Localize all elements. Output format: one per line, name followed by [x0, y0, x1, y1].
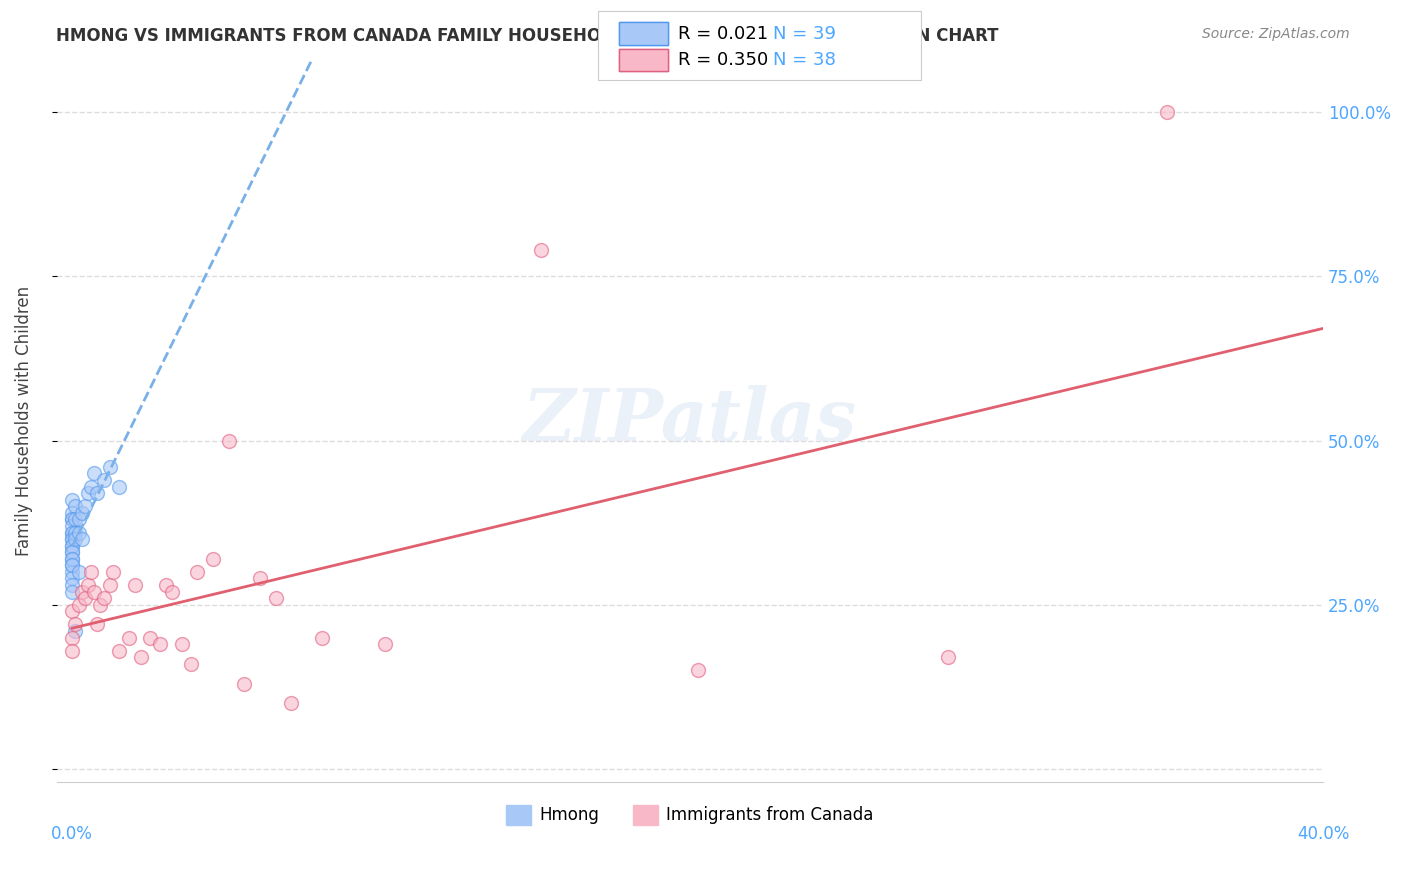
Point — [60, 519, 83, 533]
Point — [60, 551, 83, 566]
Point — [80, 565, 103, 579]
Point — [67, 525, 90, 540]
Point — [60, 604, 83, 618]
Point — [67, 565, 90, 579]
Point — [89, 598, 111, 612]
Point — [67, 512, 90, 526]
Point — [60, 525, 83, 540]
Point — [139, 631, 162, 645]
Point — [77, 486, 100, 500]
Point — [60, 532, 83, 546]
Point — [60, 565, 83, 579]
Point — [93, 473, 115, 487]
Point — [117, 631, 139, 645]
Point — [60, 532, 83, 546]
Point — [60, 558, 83, 573]
Point — [101, 565, 124, 579]
Point — [374, 637, 396, 651]
Point — [180, 657, 202, 671]
Point — [65, 624, 87, 638]
Point — [162, 584, 184, 599]
Point — [186, 565, 208, 579]
Text: HMONG VS IMMIGRANTS FROM CANADA FAMILY HOUSEHOLDS WITH CHILDREN CORRELATION CHAR: HMONG VS IMMIGRANTS FROM CANADA FAMILY H… — [56, 27, 998, 45]
Point — [83, 584, 105, 599]
Point — [98, 459, 121, 474]
Point — [65, 617, 87, 632]
Point — [170, 637, 193, 651]
Text: 0.0%: 0.0% — [51, 825, 93, 844]
Point — [249, 572, 271, 586]
Text: N = 38: N = 38 — [773, 51, 837, 69]
Point — [60, 525, 83, 540]
Point — [60, 545, 83, 559]
Legend: Hmong, Immigrants from Canada: Hmong, Immigrants from Canada — [499, 798, 880, 831]
Point — [60, 539, 83, 553]
Point — [280, 696, 302, 710]
Point — [311, 631, 333, 645]
Point — [149, 637, 172, 651]
Point — [60, 512, 83, 526]
Point — [73, 500, 96, 514]
Point — [60, 558, 83, 573]
Point — [60, 512, 83, 526]
Point — [155, 578, 177, 592]
Point — [60, 584, 83, 599]
Point — [80, 479, 103, 493]
Point — [83, 467, 105, 481]
Point — [1156, 105, 1178, 120]
Point — [65, 532, 87, 546]
Y-axis label: Family Households with Children: Family Households with Children — [15, 285, 32, 556]
Point — [67, 598, 90, 612]
Point — [86, 617, 108, 632]
Point — [98, 578, 121, 592]
Text: 40.0%: 40.0% — [1296, 825, 1350, 844]
Point — [65, 512, 87, 526]
Point — [108, 479, 131, 493]
Point — [60, 545, 83, 559]
Point — [60, 539, 83, 553]
Point — [65, 500, 87, 514]
Point — [60, 644, 83, 658]
Text: R = 0.021: R = 0.021 — [678, 25, 768, 44]
Point — [60, 578, 83, 592]
Point — [70, 584, 93, 599]
Text: R = 0.350: R = 0.350 — [678, 51, 768, 69]
Text: ZIPatlas: ZIPatlas — [523, 385, 856, 457]
Point — [686, 664, 709, 678]
Point — [233, 676, 256, 690]
Point — [60, 572, 83, 586]
Point — [60, 492, 83, 507]
Point — [77, 578, 100, 592]
Point — [60, 551, 83, 566]
Point — [60, 506, 83, 520]
Point — [530, 243, 553, 257]
Point — [65, 525, 87, 540]
Point — [73, 591, 96, 606]
Point — [60, 631, 83, 645]
Text: N = 39: N = 39 — [773, 25, 837, 44]
Point — [129, 650, 152, 665]
Point — [264, 591, 287, 606]
Text: Source: ZipAtlas.com: Source: ZipAtlas.com — [1202, 27, 1350, 41]
Point — [93, 591, 115, 606]
Point — [70, 506, 93, 520]
Point — [124, 578, 146, 592]
Point — [86, 486, 108, 500]
Point — [201, 551, 224, 566]
Point — [70, 532, 93, 546]
Point — [108, 644, 131, 658]
Point — [218, 434, 240, 448]
Point — [936, 650, 959, 665]
